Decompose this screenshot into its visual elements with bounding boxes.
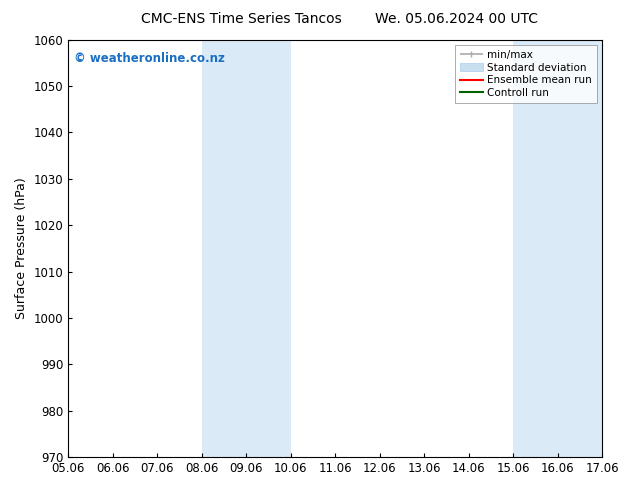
Legend: min/max, Standard deviation, Ensemble mean run, Controll run: min/max, Standard deviation, Ensemble me… xyxy=(455,45,597,103)
Bar xyxy=(202,40,290,457)
Y-axis label: Surface Pressure (hPa): Surface Pressure (hPa) xyxy=(15,177,28,319)
Bar xyxy=(513,40,602,457)
Text: CMC-ENS Time Series Tancos: CMC-ENS Time Series Tancos xyxy=(141,12,341,26)
Text: © weatheronline.co.nz: © weatheronline.co.nz xyxy=(74,52,224,65)
Text: We. 05.06.2024 00 UTC: We. 05.06.2024 00 UTC xyxy=(375,12,538,26)
